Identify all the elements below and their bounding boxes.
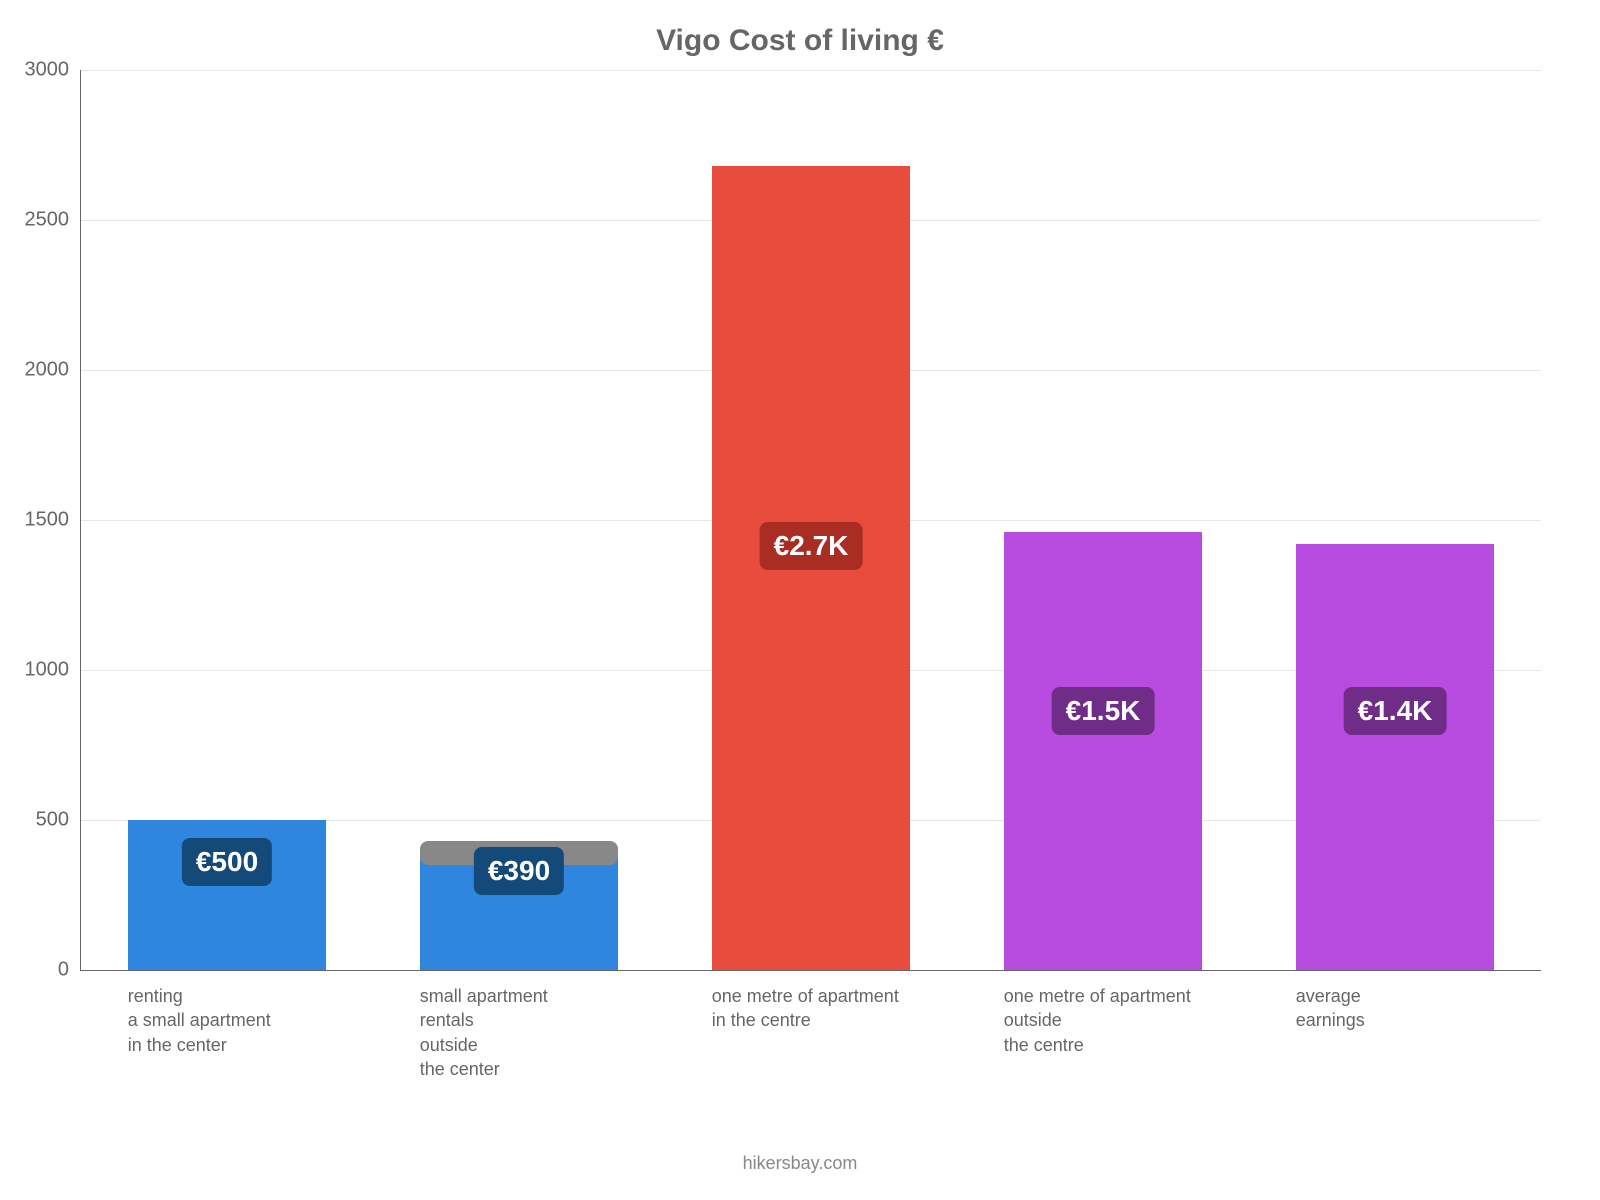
bar: [1004, 532, 1203, 970]
x-tick-label: one metre of apartment outside the centr…: [1004, 970, 1203, 1057]
y-tick-label: 1000: [25, 659, 82, 682]
bar-value-label: €1.4K: [1344, 687, 1447, 735]
y-tick-label: 3000: [25, 59, 82, 82]
x-tick-label: small apartment rentals outside the cent…: [420, 970, 619, 1081]
bar-value-label: €1.5K: [1052, 687, 1155, 735]
bar: [1296, 544, 1495, 970]
bar-value-label: €390: [474, 847, 564, 895]
x-tick-label: one metre of apartment in the centre: [712, 970, 911, 1033]
chart-footer: hikersbay.com: [0, 1153, 1600, 1174]
x-tick-label: renting a small apartment in the center: [128, 970, 327, 1057]
bar-value-label: €2.7K: [760, 522, 863, 570]
x-tick-label: average earnings: [1296, 970, 1495, 1033]
y-tick-label: 1500: [25, 509, 82, 532]
gridline: [81, 70, 1541, 71]
y-tick-label: 2000: [25, 359, 82, 382]
y-tick-label: 500: [36, 809, 81, 832]
plot-area: 050010001500200025003000€500renting a sm…: [80, 70, 1541, 971]
y-tick-label: 2500: [25, 209, 82, 232]
bar-value-label: €500: [182, 838, 272, 886]
y-tick-label: 0: [58, 959, 81, 982]
chart-title: Vigo Cost of living €: [0, 24, 1600, 58]
chart-container: Vigo Cost of living € 050010001500200025…: [0, 0, 1600, 1200]
